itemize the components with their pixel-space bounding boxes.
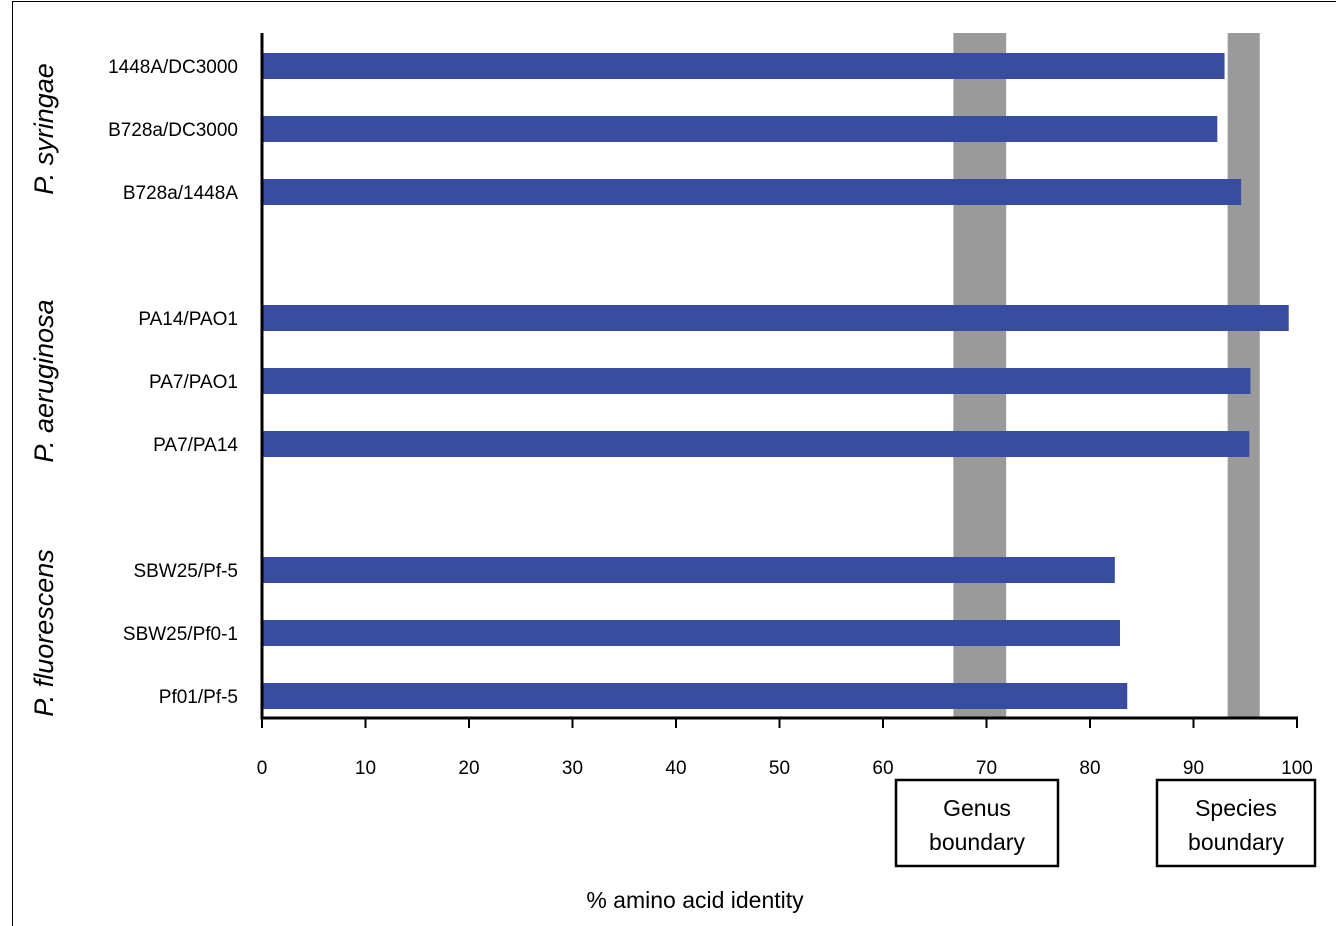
x-tick-label: 100 — [1281, 758, 1313, 779]
bar — [262, 368, 1251, 394]
x-tick-label: 50 — [769, 758, 790, 779]
x-tick-label: 20 — [458, 758, 479, 779]
group-label: P. syringae — [29, 63, 59, 195]
bars — [262, 53, 1289, 709]
bar — [262, 557, 1115, 583]
category-label: B728a/DC3000 — [108, 120, 238, 141]
category-label: SBW25/Pf0-1 — [123, 624, 238, 645]
group-label: P. aeruginosa — [29, 299, 59, 462]
x-ticks: 0 10 20 30 40 50 60 70 80 90 100 — [257, 718, 1313, 779]
boundary-label-line2: boundary — [1188, 829, 1284, 855]
group-label: P. fluorescens — [29, 549, 59, 717]
bar — [262, 431, 1250, 457]
category-label: PA7/PAO1 — [149, 372, 238, 393]
bar — [262, 305, 1289, 331]
bar — [262, 620, 1121, 646]
bar — [262, 53, 1225, 79]
x-tick-label: 10 — [355, 758, 376, 779]
bar — [262, 179, 1242, 205]
boundary-box-1 — [1155, 778, 1317, 868]
category-label: PA14/PAO1 — [138, 309, 238, 330]
category-label: SBW25/Pf-5 — [133, 561, 238, 582]
boundary-label-line1: Species — [1195, 795, 1277, 821]
category-label: B728a/1448A — [123, 183, 238, 204]
category-label: Pf01/Pf-5 — [159, 687, 238, 708]
category-labels: 1448A/DC3000 B728a/DC3000 B728a/1448A PA14/… — [108, 57, 238, 708]
bar — [262, 683, 1128, 709]
boundary-label-boxes: Genus boundary Species boundary — [894, 778, 1317, 868]
boundary-label-line2: boundary — [929, 829, 1025, 855]
x-tick-label: 30 — [562, 758, 583, 779]
x-tick-label: 90 — [1183, 758, 1204, 779]
category-label: PA7/PA14 — [153, 435, 238, 456]
x-axis-title: % amino acid identity — [586, 887, 804, 913]
boundary-label-line1: Genus — [943, 795, 1011, 821]
boundary-box-0 — [894, 778, 1060, 868]
x-tick-label: 60 — [872, 758, 893, 779]
category-label: 1448A/DC3000 — [108, 57, 238, 78]
x-tick-label: 80 — [1079, 758, 1100, 779]
x-tick-label: 40 — [665, 758, 686, 779]
group-labels: P. syringae P. aeruginosa P. fluorescens — [29, 63, 59, 717]
x-tick-label: 0 — [257, 758, 268, 779]
bar — [262, 116, 1218, 142]
x-tick-label: 70 — [976, 758, 997, 779]
